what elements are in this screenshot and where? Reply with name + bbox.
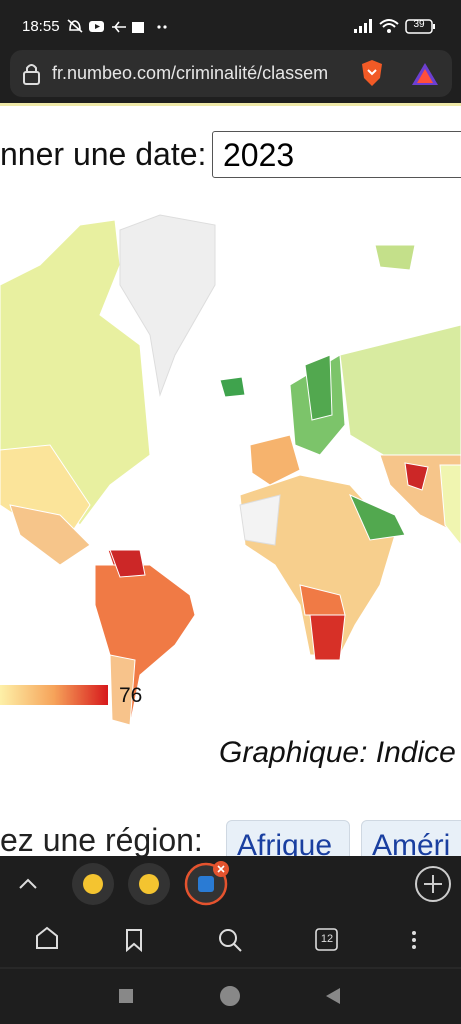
world-map	[0, 214, 461, 726]
date-label: nner une date:	[0, 136, 207, 172]
caption: Graphique: Indice	[219, 736, 456, 769]
battery-level: 39	[413, 19, 425, 30]
tab-count[interactable]: 12	[320, 933, 334, 945]
system-icons	[354, 19, 435, 34]
date-input[interactable]: 2023	[212, 131, 461, 178]
status-icons	[67, 19, 167, 33]
rewards-icon[interactable]	[410, 60, 440, 88]
bottom-chrome: 12	[0, 856, 461, 1024]
load-line	[0, 103, 461, 106]
lock-icon	[23, 64, 40, 85]
top-chrome: 18:55 39 fr.numbeo.com/criminalité/class…	[0, 0, 461, 106]
address-bar[interactable]: fr.numbeo.com/criminalité/classem	[10, 50, 452, 97]
legend-max: 76	[119, 684, 143, 707]
toolbar-icons	[0, 861, 461, 1006]
brave-icon[interactable]	[358, 58, 386, 88]
legend-gradient	[0, 685, 108, 705]
url: fr.numbeo.com/criminalité/classem	[52, 63, 329, 83]
region-label: ez une région:	[0, 822, 203, 858]
clock: 18:55	[22, 18, 60, 35]
